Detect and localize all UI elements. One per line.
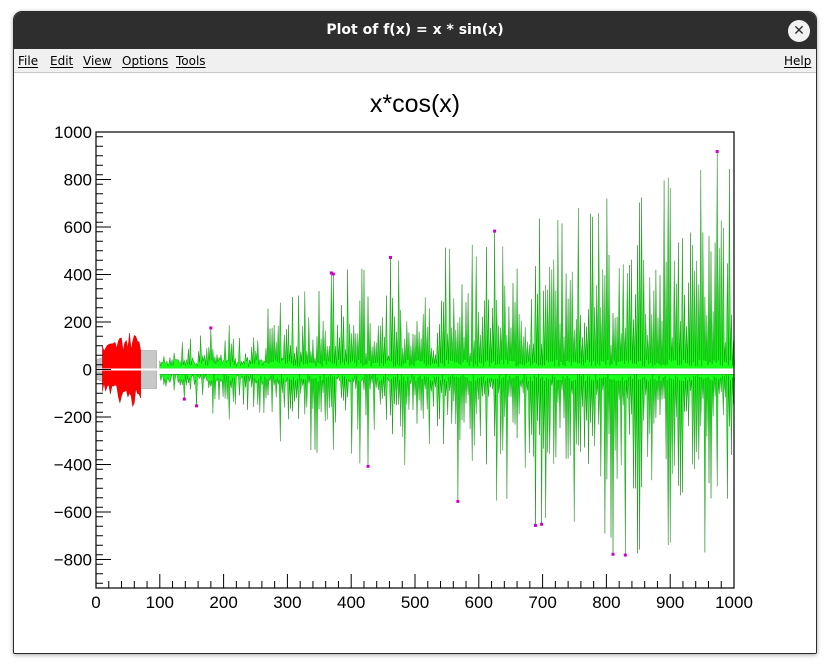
- lower-envelope-series: [159, 373, 735, 556]
- peak-marker: [366, 464, 370, 468]
- peak-marker: [540, 522, 544, 526]
- title-bar: Plot of f(x) = x * sin(x) ✕: [14, 12, 816, 49]
- chart-title: x*cos(x): [370, 90, 460, 118]
- y-tick-label: 1000: [54, 123, 92, 142]
- x-tick-label: 400: [337, 593, 365, 612]
- peak-marker: [533, 523, 537, 527]
- y-tick-label: 600: [64, 218, 92, 237]
- upper-envelope-series: [159, 151, 735, 370]
- x-tick-label: 900: [656, 593, 684, 612]
- peak-marker: [389, 255, 393, 259]
- x-tick-label: 600: [465, 593, 493, 612]
- y-tick-label: 400: [64, 266, 92, 285]
- x-tick-label: 1000: [715, 593, 753, 612]
- x-tick-label: 300: [273, 593, 301, 612]
- peak-marker: [623, 553, 627, 557]
- plot-window: Plot of f(x) = x * sin(x) ✕ File Edit Vi…: [13, 11, 817, 654]
- y-tick-label: 200: [64, 313, 92, 332]
- axes: 0 100 200 300 400 500 600 700 800 900 1000 −800 −600…: [54, 123, 753, 612]
- peak-marker: [331, 272, 335, 276]
- menu-edit[interactable]: Edit: [50, 54, 74, 68]
- y-tick-label: −600: [54, 503, 92, 522]
- peak-marker: [195, 404, 199, 408]
- peak-marker: [493, 229, 497, 233]
- y-tick-label: −800: [54, 551, 92, 570]
- peak-marker: [182, 397, 186, 401]
- x-tick-label: 0: [91, 593, 100, 612]
- y-tick-label: −200: [54, 408, 92, 427]
- plot-canvas[interactable]: x*cos(x) 0 100 200 300 400 500 600 700 800 900 100…: [14, 73, 816, 653]
- x-tick-label: 700: [528, 593, 556, 612]
- window-title: Plot of f(x) = x * sin(x): [326, 22, 504, 38]
- x-tick-label: 100: [146, 593, 174, 612]
- x-tick-label: 200: [209, 593, 237, 612]
- chart-svg: x*cos(x) 0 100 200 300 400 500 600 700 800 900 100…: [54, 90, 753, 612]
- peak-marker: [209, 326, 213, 330]
- plot-marks: [95, 150, 735, 557]
- x-tick-label: 800: [592, 593, 620, 612]
- close-button[interactable]: ✕: [788, 20, 810, 42]
- menu-view[interactable]: View: [83, 54, 112, 68]
- menu-file[interactable]: File: [18, 54, 39, 68]
- x-tick-label: 500: [401, 593, 429, 612]
- menu-help[interactable]: Help: [784, 54, 812, 68]
- y-tick-label: 800: [64, 171, 92, 190]
- y-tick-label: 0: [83, 361, 92, 380]
- y-tick-label: −400: [54, 456, 92, 475]
- peak-marker: [329, 271, 333, 275]
- menu-options[interactable]: Options: [122, 54, 169, 68]
- menu-tools[interactable]: Tools: [176, 54, 206, 68]
- peak-marker: [456, 499, 460, 503]
- close-icon: ✕: [793, 23, 805, 39]
- menu-bar: File Edit View Options Tools Help: [14, 49, 816, 73]
- peak-marker: [715, 150, 719, 154]
- peak-marker: [611, 552, 615, 556]
